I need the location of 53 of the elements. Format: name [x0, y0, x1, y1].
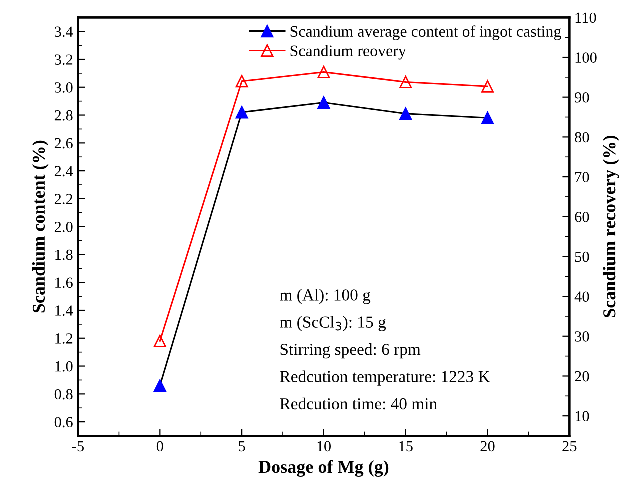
- y2-tick-label: 60: [575, 212, 590, 222]
- x-tick-label: 15: [400, 441, 413, 452]
- y-tick-label: 1.0: [56, 361, 73, 372]
- x-tick-label: -5: [72, 441, 84, 452]
- y2-tick-label: 50: [575, 252, 590, 262]
- y2-tick-label: 20: [575, 371, 590, 382]
- x-tick-label: 20: [480, 441, 495, 452]
- annotation: Redcution time: 40 min: [280, 398, 438, 410]
- y-tick-label: 1.4: [56, 306, 74, 316]
- y2-tick-label: 40: [574, 292, 590, 302]
- y-tick-label: 0.6: [54, 417, 73, 428]
- y-tick-label: 3.4: [55, 26, 74, 38]
- point: [482, 80, 494, 93]
- legend-label: Scandium reovery: [290, 45, 406, 60]
- y2-tick-label: 30: [575, 332, 590, 342]
- point: [400, 76, 412, 88]
- point: [318, 96, 330, 109]
- x-axis-title: Dosage of Mg (g): [258, 460, 389, 477]
- y2-tick-label: 90: [575, 92, 590, 103]
- point: [482, 112, 494, 124]
- y-tick-label: 2.2: [54, 194, 73, 204]
- y-tick-label: 1.6: [56, 278, 73, 288]
- y-axis-title: Scandium content (%): [32, 140, 49, 313]
- annotation: m (Al): 100 g: [280, 289, 371, 304]
- point: [154, 380, 166, 392]
- x-tick-label: 25: [562, 441, 577, 452]
- annotation: Stirring speed: 6 rpm: [280, 344, 421, 359]
- y2-axis-title: Scandium recovery (%): [602, 136, 620, 318]
- x-tick-label: 5: [239, 441, 246, 452]
- y-tick-label: 1.8: [56, 250, 73, 260]
- point: [318, 66, 330, 79]
- y-tick-label: 1.2: [56, 334, 73, 344]
- annotation: m (ScCl$_{3}$): 15 g: [280, 316, 386, 332]
- point: [236, 106, 248, 119]
- y-tick-label: 2.0: [54, 222, 73, 232]
- x-tick-label: 0: [156, 441, 164, 452]
- y-tick-label: 3.2: [55, 54, 73, 66]
- y2-tick-label: 70: [576, 172, 590, 182]
- x-tick-label: 10: [318, 441, 332, 452]
- y-tick-label: 2.6: [54, 138, 73, 149]
- y2-tick-label: 80: [575, 132, 590, 143]
- point: [236, 75, 248, 88]
- point: [400, 108, 412, 120]
- y2-tick-label: 10: [576, 411, 590, 422]
- y-tick-label: 2.4: [54, 166, 74, 177]
- y2-tick-label: 110: [576, 12, 596, 24]
- legend-label: Scandium average content of ingot casting: [290, 26, 562, 40]
- annotation: Redcution temperature: 1223 K: [280, 370, 490, 386]
- y-tick-label: 2.8: [54, 110, 73, 121]
- point: [154, 334, 166, 348]
- y-tick-label: 0.8: [54, 389, 73, 400]
- y2-tick-label: 100: [576, 52, 597, 63]
- y-tick-label: 3.0: [55, 82, 73, 93]
